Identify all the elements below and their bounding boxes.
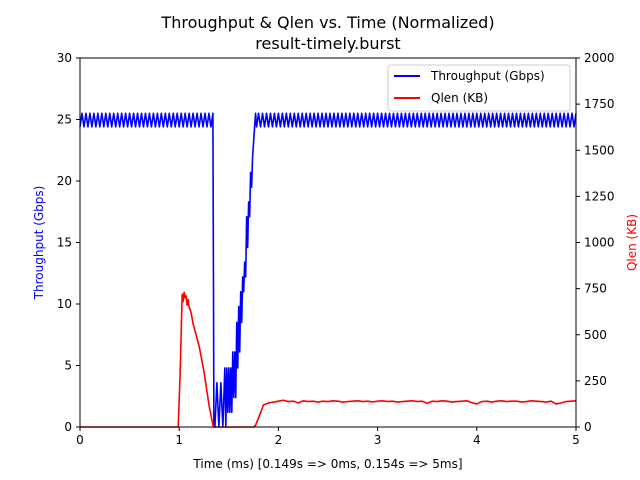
y-left-tick-label: 30 [57,51,72,65]
y-left-tick-label: 20 [57,174,72,188]
y-right-tick-label: 1500 [584,143,615,157]
legend: Throughput (Gbps) Qlen (KB) [387,64,571,112]
y-right-tick-label: 1750 [584,97,615,111]
y-left-tick-label: 15 [57,236,72,250]
series-layer [79,112,577,428]
y-right-tick-label: 1250 [584,189,615,203]
y-right-tick-label: 250 [584,374,607,388]
x-tick-label: 0 [76,433,84,447]
y-right-tick-label: 500 [584,328,607,342]
y-right-tick-label: 750 [584,282,607,296]
legend-label-throughput: Throughput (Gbps) [430,69,545,83]
y-right-tick-label: 1000 [584,236,615,250]
y-left-tick-label: 10 [57,297,72,311]
x-tick-label: 3 [374,433,382,447]
x-tick-label: 4 [473,433,481,447]
legend-label-qlen: Qlen (KB) [431,91,488,105]
x-tick-label: 1 [175,433,183,447]
chart-title: Throughput & Qlen vs. Time (Normalized) [160,13,494,32]
y-right-tick-label: 0 [584,420,592,434]
y-left-tick-label: 0 [64,420,72,434]
y-left-tick-label: 25 [57,113,72,127]
chart-subtitle: result-timely.burst [255,34,400,53]
x-tick-label: 2 [275,433,283,447]
throughput-series-line [79,112,577,428]
y-axis-label-left: Throughput (Gbps) [32,186,46,301]
y-left-tick-label: 5 [64,359,72,373]
legend-box [387,64,571,112]
y-right-tick-label: 2000 [584,51,615,65]
x-axis-label: Time (ms) [0.149s => 0ms, 0.154s => 5ms] [192,457,462,471]
y-axis-label-right: Qlen (KB) [625,214,639,271]
plot-frame [79,57,577,428]
qlen-series-line [80,291,577,428]
x-tick-label: 5 [572,433,580,447]
axes-layer: 0 1 2 3 4 50510152025300250500750100012501500… [57,51,615,447]
